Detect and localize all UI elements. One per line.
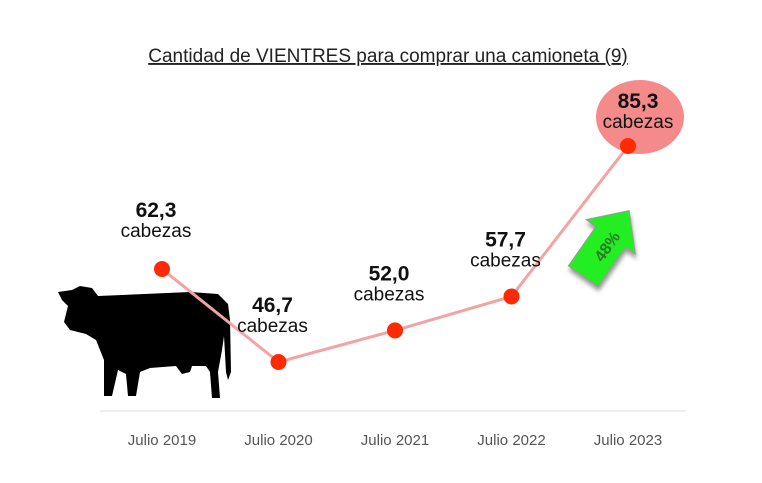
data-point bbox=[620, 138, 636, 154]
data-label-unit: cabezas bbox=[603, 112, 674, 133]
data-point bbox=[387, 322, 403, 339]
data-label-value: 85,3 bbox=[618, 90, 659, 113]
data-label-value: 62,3 bbox=[136, 199, 177, 222]
x-tick-label: Julio 2019 bbox=[128, 432, 196, 449]
data-label-unit: cabezas bbox=[237, 316, 308, 337]
data-label-value: 57,7 bbox=[485, 228, 526, 251]
growth-arrow: 48% bbox=[567, 209, 636, 288]
chart-title: Cantidad de VIENTRES para comprar una ca… bbox=[148, 46, 627, 67]
data-label-value: 46,7 bbox=[252, 294, 293, 317]
x-tick-label: Julio 2023 bbox=[594, 432, 662, 449]
data-point bbox=[154, 261, 170, 278]
x-tick-label: Julio 2020 bbox=[244, 432, 312, 449]
data-point bbox=[503, 288, 520, 305]
data-label-unit: cabezas bbox=[470, 250, 541, 271]
data-label-unit: cabezas bbox=[121, 221, 192, 242]
data-point bbox=[270, 354, 287, 370]
cow-icon bbox=[58, 286, 231, 398]
x-tick-label: Julio 2022 bbox=[477, 432, 545, 449]
data-label-unit: cabezas bbox=[354, 284, 425, 305]
x-tick-label: Julio 2021 bbox=[361, 432, 429, 449]
data-label-value: 52,0 bbox=[369, 262, 410, 285]
highlight-ellipse bbox=[596, 80, 684, 154]
